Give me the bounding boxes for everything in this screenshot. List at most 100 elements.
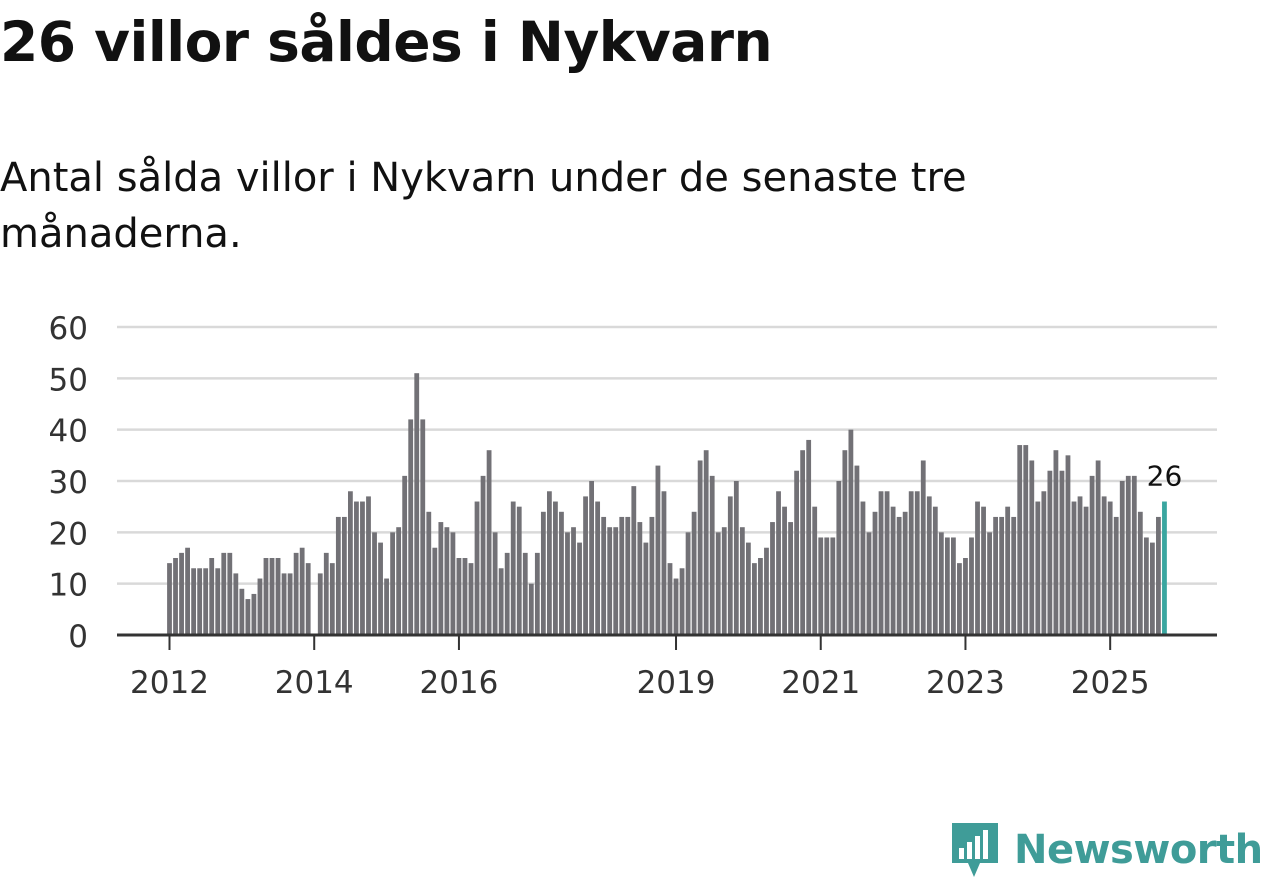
bar (715, 532, 721, 635)
bar (504, 552, 510, 635)
bar (703, 450, 709, 635)
x-tick-label: 2025 (1071, 665, 1150, 701)
bar (233, 573, 239, 635)
newsworthy-logo-icon (952, 823, 998, 877)
bar (589, 481, 594, 635)
bar (372, 532, 377, 635)
bar (209, 558, 215, 635)
bar (697, 460, 703, 635)
bar (739, 527, 745, 635)
bar (836, 481, 842, 635)
bar (384, 578, 389, 635)
bar (414, 373, 420, 635)
bar (800, 450, 806, 635)
bar (444, 527, 450, 635)
bar (673, 578, 679, 635)
bar (522, 552, 528, 635)
bar (643, 542, 649, 635)
bar (637, 522, 643, 635)
bar (655, 465, 661, 635)
bar (438, 522, 444, 635)
bar (1005, 506, 1011, 635)
bar (1156, 516, 1161, 635)
bar (1113, 516, 1119, 635)
bar (251, 593, 257, 635)
bar (890, 506, 896, 635)
bar (631, 486, 637, 635)
bar (830, 537, 836, 635)
bar (1041, 491, 1047, 635)
bar (932, 506, 938, 635)
bar (770, 522, 775, 635)
bar (390, 532, 396, 635)
bar (329, 563, 335, 635)
bar (848, 429, 854, 635)
x-tick-label: 2012 (130, 665, 209, 701)
bar (167, 563, 172, 635)
bar (944, 537, 950, 635)
bar (782, 506, 787, 635)
bar (203, 568, 209, 635)
bar (957, 563, 962, 635)
bar (553, 501, 558, 635)
labels: 0 10 20 30 40 50 60 2012 2014 2016 2019 2021 2023 202… (49, 311, 1183, 701)
bar (969, 537, 974, 635)
bar (1119, 481, 1125, 635)
bar (987, 532, 992, 635)
y-tick-label: 50 (49, 362, 88, 398)
bar (649, 516, 655, 635)
bar (257, 578, 263, 635)
bar (354, 501, 359, 635)
bar (293, 552, 299, 635)
bar (975, 501, 980, 635)
bar (450, 532, 456, 635)
bar (221, 552, 227, 635)
x-tick-label: 2014 (275, 665, 354, 701)
bar (1077, 496, 1083, 635)
bar (878, 491, 884, 635)
x-tick-label: 2016 (419, 665, 498, 701)
bar (1083, 506, 1089, 635)
bar (902, 511, 908, 635)
bar (685, 532, 691, 635)
bar (528, 583, 534, 635)
bar (227, 552, 233, 635)
bar (299, 547, 305, 635)
bar (480, 475, 486, 635)
bar (317, 573, 323, 635)
bar (577, 542, 582, 635)
bar (408, 419, 414, 635)
bar (1149, 542, 1155, 635)
bar (733, 481, 739, 635)
bar (396, 527, 402, 635)
bar (613, 527, 619, 635)
bar (1047, 470, 1053, 635)
bar (625, 516, 631, 635)
bar (963, 558, 968, 635)
bar (926, 496, 932, 635)
bar (498, 568, 504, 635)
x-tick-label: 2019 (637, 665, 716, 701)
bar (1023, 445, 1029, 635)
chart-subtitle: Antal sålda villor i Nykvarn under de se… (0, 155, 967, 257)
bar (872, 511, 878, 635)
bar (1059, 470, 1065, 635)
bar (607, 527, 613, 635)
bar (709, 475, 715, 635)
bar (812, 506, 818, 635)
bar (565, 532, 570, 635)
bar (366, 496, 371, 635)
bar (173, 558, 178, 635)
bar (824, 537, 830, 635)
bar (1029, 460, 1035, 635)
bar (806, 439, 812, 635)
bar (583, 496, 588, 635)
newsworthy-logo: Newsworthy (950, 820, 1262, 880)
bar (794, 470, 800, 635)
bar-highlight (1162, 501, 1167, 635)
bar (601, 516, 607, 635)
bar (191, 568, 197, 635)
bar (468, 563, 474, 635)
bar (776, 491, 781, 635)
bars (167, 373, 1167, 635)
